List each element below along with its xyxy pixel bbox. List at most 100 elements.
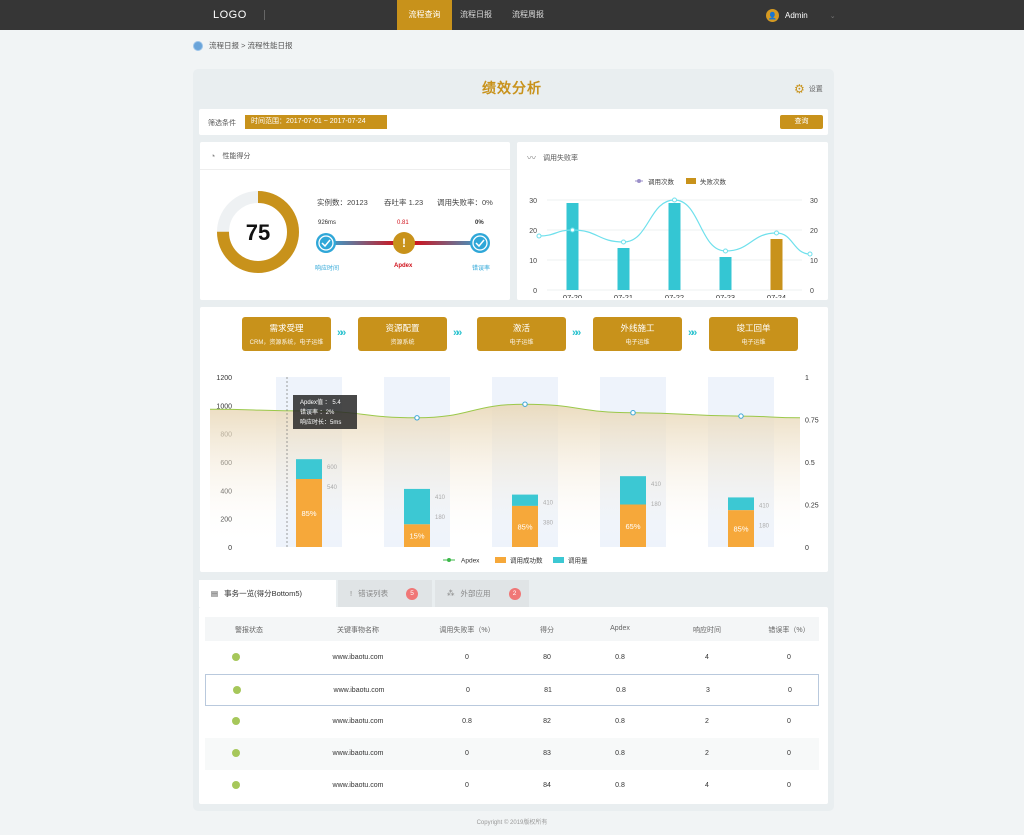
flow-step-sub: 电子运维 <box>625 340 650 346</box>
table-cell: 0 <box>465 750 469 757</box>
y-tick-label: 20 <box>529 228 537 235</box>
score-card-header: ◔ 性能得分 <box>210 151 250 161</box>
legend-bar-swatch <box>686 178 696 184</box>
fail-rate-stat: 调用失败率：0% <box>437 198 493 207</box>
table-cell: 0 <box>787 718 791 725</box>
bar-percent-label: 15% <box>409 532 424 541</box>
tab-label: 错误列表 <box>358 589 389 598</box>
svg-text:!: ! <box>402 236 406 250</box>
table-row[interactable]: www.ibaotu.com 0 80 0.8 4 0 <box>205 642 819 674</box>
tab-external-apps[interactable]: ⁂ 外部应用 2 <box>435 580 529 607</box>
table-row[interactable]: www.ibaotu.com 0.8 82 0.8 2 0 <box>205 706 819 738</box>
double-chevron-icon: »» <box>337 327 346 339</box>
table-cell: 0.8 <box>615 718 625 725</box>
table-cell: www.ibaotu.com <box>332 718 384 725</box>
settings-button[interactable]: ⚙ 设置 <box>794 82 823 96</box>
line-point <box>723 248 728 254</box>
bar <box>770 239 783 290</box>
flow-step[interactable]: 激活 电子运维 <box>477 317 566 351</box>
flow-step-sub: 电子运维 <box>509 340 534 346</box>
apdex-point <box>738 413 744 419</box>
chart-tooltip: Apdex值 ： 5.4 错误率 ：2% 响应时长：5ms <box>293 395 357 429</box>
bar-side-label: 540 <box>327 485 338 491</box>
flow-step-title: 资源配置 <box>385 323 420 333</box>
table-cell: 0 <box>788 687 792 694</box>
divider <box>200 169 510 170</box>
apdex-area <box>210 404 800 547</box>
status-dot <box>232 717 240 725</box>
time-range-tag[interactable]: 时间范围：2017-07-01 ~ 2017-07-24 <box>245 115 387 129</box>
legend-bar-swatch <box>495 557 506 563</box>
table-row[interactable]: www.ibaotu.com 0 81 0.8 3 0 <box>205 674 819 706</box>
double-chevron-icon: »» <box>453 327 462 339</box>
user-name: Admin <box>785 11 808 20</box>
fail-rate-card-title: 调用失败率 <box>543 154 579 162</box>
flow-step[interactable]: 需求受理 CRM，资源系统，电子运维 <box>242 317 331 351</box>
column-header[interactable]: 关键事物名称 <box>337 627 379 634</box>
legend-bar-swatch <box>553 557 564 563</box>
top-navbar: LOGO 流程查询 流程日报 流程周报 👤 Admin ⌄ <box>0 0 1024 30</box>
table-header: 警报状态 关键事物名称 调用失败率（%） 得分 Apdex 响应时间 错误率（%） <box>205 617 819 641</box>
external-count-badge: 2 <box>508 587 521 600</box>
flow-card: 需求受理 CRM，资源系统，电子运维 »» 资源配置 资源系统 »» 激活电子运维 »» 外线施… <box>200 307 828 572</box>
tab-transactions[interactable]: ▤ 事务一览(得分Bottom5) <box>199 580 336 607</box>
breadcrumb-text[interactable]: 流程日报 > 流程性能日报 <box>209 41 293 50</box>
bar-percent-label: 85% <box>301 509 316 518</box>
flow-step-title: 激活 <box>512 323 530 333</box>
footer-copyright: Copyright © 2019版权所有 <box>476 820 548 826</box>
filter-bar: 筛选条件 时间范围：2017-07-01 ~ 2017-07-24 查询 <box>199 109 828 135</box>
bar <box>668 203 681 290</box>
status-dot <box>233 686 241 694</box>
bar-side-label: 180 <box>435 515 446 521</box>
bar-percent-label: 85% <box>517 522 532 531</box>
logo: LOGO <box>213 9 247 21</box>
table-cell: 0.8 <box>616 687 626 694</box>
score-ring: 75 <box>217 191 299 273</box>
table-cell: 0 <box>787 750 791 757</box>
table-cell: 0.8 <box>615 750 625 757</box>
flow-step[interactable]: 外线施工 电子运维 <box>593 317 682 351</box>
column-header[interactable]: 响应时间 <box>693 627 721 634</box>
nav-flow-daily[interactable]: 流程日报 <box>460 10 492 19</box>
x-tick-label: 07-22 <box>665 293 684 298</box>
column-header[interactable]: 得分 <box>540 627 554 634</box>
nav-flow-query[interactable]: 流程查询 <box>397 0 452 30</box>
table-cell: 80 <box>543 654 551 661</box>
flow-chart: 02004006008001000120000.250.50.75185%600… <box>209 375 819 565</box>
table-cell: 0.8 <box>615 654 625 661</box>
column-header[interactable]: Apdex <box>610 625 630 632</box>
table-cell: 0 <box>466 687 470 694</box>
table-cell: 81 <box>544 687 552 694</box>
table-row[interactable]: www.ibaotu.com 0 84 0.8 4 0 <box>205 770 819 802</box>
column-header[interactable]: 错误率（%） <box>768 627 810 634</box>
user-menu[interactable]: 👤 Admin ⌄ <box>766 9 836 22</box>
column-header[interactable]: 调用失败率（%） <box>439 627 495 634</box>
y2-tick-label: 0.75 <box>805 418 819 425</box>
y-tick-label: 0 <box>533 288 537 295</box>
tooltip-line: 错误率 ：2% <box>300 410 335 416</box>
volume-bar <box>620 476 646 505</box>
table-cell: www.ibaotu.com <box>332 654 384 661</box>
query-button[interactable]: 查询 <box>780 115 823 129</box>
y-tick-label: 1200 <box>216 375 232 382</box>
table-cell: 83 <box>543 750 551 757</box>
table-cell: 2 <box>705 718 709 725</box>
table-row[interactable]: www.ibaotu.com 0 83 0.8 2 0 <box>205 738 819 770</box>
y-tick-label: 30 <box>529 198 537 205</box>
apdex-label: Apdex <box>394 263 413 269</box>
tab-errors[interactable]: ! 错误列表 5 <box>338 580 432 607</box>
fail-rate-chart: 0 0 10 10 20 20 30 30 调用次数 失败次数 07-20 07-21 07-22 07-… <box>529 177 818 298</box>
status-dot <box>232 749 240 757</box>
document-icon: ▤ <box>211 589 219 598</box>
table-cell: www.ibaotu.com <box>333 687 385 694</box>
flow-step[interactable]: 竣工回单 电子运维 <box>709 317 798 351</box>
flow-step-title: 竣工回单 <box>736 323 771 333</box>
success-bar <box>296 479 322 547</box>
column-header[interactable]: 警报状态 <box>235 627 263 634</box>
double-chevron-icon: »» <box>688 327 697 339</box>
nav-flow-weekly[interactable]: 流程周报 <box>512 10 544 19</box>
page-title: 绩效分析 <box>482 80 542 96</box>
line-point <box>807 251 813 257</box>
flow-step[interactable]: 资源配置 资源系统 <box>358 317 447 351</box>
line-point <box>536 233 542 239</box>
